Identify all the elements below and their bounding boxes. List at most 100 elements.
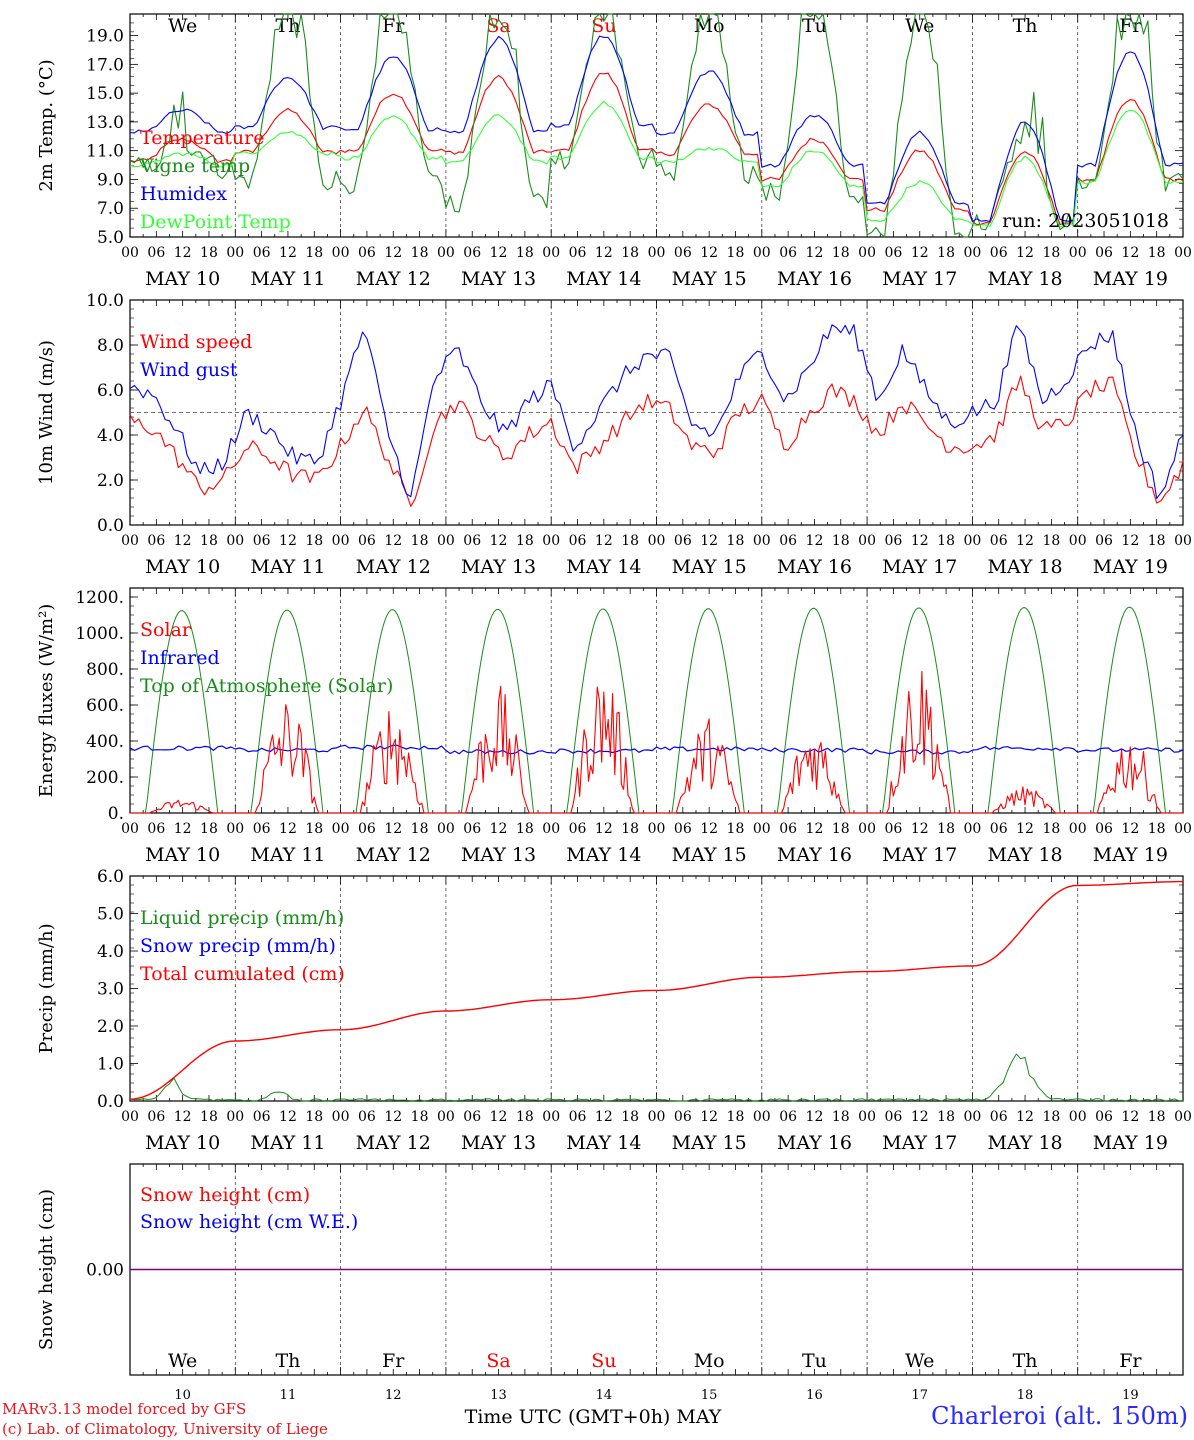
hour-tick-label: 18 <box>621 533 639 549</box>
y-axis-label-4: Snow height (cm) <box>36 1189 57 1350</box>
hour-tick-label: 12 <box>384 245 402 261</box>
y-axis-label-3: Precip (mm/h) <box>36 923 57 1053</box>
legend-3-0: Liquid precip (mm/h) <box>140 907 344 929</box>
weekday-label: We <box>905 1350 934 1372</box>
y-tick-label: 0.00 <box>86 1261 124 1281</box>
date-label: MAY 14 <box>566 268 641 290</box>
hour-tick-label: 00 <box>1174 533 1192 549</box>
date-label: MAY 15 <box>672 844 747 866</box>
hour-tick-label: 06 <box>885 821 903 837</box>
hour-tick-label: 18 <box>305 1109 323 1125</box>
legend-4-1: Snow height (cm W.E.) <box>140 1211 358 1233</box>
hour-tick-label: 18 <box>305 821 323 837</box>
legend-3-1: Snow precip (mm/h) <box>140 935 336 957</box>
date-label: MAY 11 <box>250 844 325 866</box>
hour-tick-label: 18 <box>1042 533 1060 549</box>
weekday-label: We <box>168 1350 197 1372</box>
hour-tick-label: 00 <box>226 533 244 549</box>
date-label: MAY 14 <box>566 1132 641 1154</box>
hour-tick-label: 00 <box>542 1109 560 1125</box>
time-axis-title: Time UTC (GMT+0h) MAY <box>465 1406 722 1428</box>
hour-tick-label: 18 <box>832 1109 850 1125</box>
hour-tick-label: 00 <box>753 821 771 837</box>
hour-tick-label: 12 <box>806 245 824 261</box>
hour-tick-label: 18 <box>1042 245 1060 261</box>
hour-tick-label: 06 <box>674 245 692 261</box>
y-tick-label: 0.0 <box>97 1092 124 1112</box>
date-label: MAY 16 <box>777 268 852 290</box>
date-label: MAY 18 <box>987 556 1062 578</box>
hour-tick-label: 00 <box>121 245 139 261</box>
hour-tick-label: 18 <box>832 533 850 549</box>
hour-tick-label: 12 <box>806 533 824 549</box>
day-number-label: 13 <box>490 1388 507 1403</box>
hour-tick-label: 00 <box>753 533 771 549</box>
legend-1-0: Wind speed <box>140 331 252 353</box>
hour-tick-label: 18 <box>727 821 745 837</box>
hour-tick-label: 12 <box>279 245 297 261</box>
date-label: MAY 14 <box>566 844 641 866</box>
legend-0-2: Humidex <box>140 183 227 205</box>
date-label: MAY 11 <box>250 556 325 578</box>
date-label: MAY 19 <box>1093 1132 1168 1154</box>
hour-tick-label: 06 <box>779 821 797 837</box>
y-axis-label-0: 2m Temp. (°C) <box>36 59 57 191</box>
series-line-liquid <box>129 1053 1184 1102</box>
weekday-label: Th <box>275 1350 300 1372</box>
hour-tick-label: 18 <box>1042 821 1060 837</box>
hour-tick-label: 00 <box>437 533 455 549</box>
date-label: MAY 10 <box>145 556 220 578</box>
hour-tick-label: 06 <box>885 533 903 549</box>
hour-tick-label: 12 <box>174 245 192 261</box>
series-line-wind-0 <box>129 375 1184 507</box>
date-label: MAY 13 <box>461 556 536 578</box>
series-line-temp-3 <box>129 100 1184 228</box>
hour-tick-label: 18 <box>411 245 429 261</box>
hour-tick-label: 12 <box>1121 533 1139 549</box>
hour-tick-label: 18 <box>1148 245 1166 261</box>
hour-tick-label: 00 <box>648 245 666 261</box>
hour-tick-label: 18 <box>305 533 323 549</box>
day-number-label: 16 <box>806 1388 823 1403</box>
hour-tick-label: 00 <box>648 1109 666 1125</box>
y-axis-label-2: Energy fluxes (W/m²) <box>36 604 57 798</box>
hour-tick-label: 00 <box>1174 245 1192 261</box>
y-tick-label: 15.0 <box>86 84 124 104</box>
hour-tick-label: 18 <box>516 1109 534 1125</box>
hour-tick-label: 12 <box>595 245 613 261</box>
weekday-label: We <box>168 15 197 37</box>
weekday-label: Su <box>591 1350 616 1372</box>
hour-tick-label: 00 <box>1174 1109 1192 1125</box>
hour-tick-label: 00 <box>332 821 350 837</box>
hour-tick-label: 00 <box>858 821 876 837</box>
date-label: MAY 16 <box>777 844 852 866</box>
hour-tick-label: 00 <box>963 1109 981 1125</box>
weekday-label: Mo <box>694 15 725 37</box>
hour-tick-label: 12 <box>1016 533 1034 549</box>
y-tick-label: 3.0 <box>97 980 124 1000</box>
hour-tick-label: 00 <box>753 1109 771 1125</box>
hour-tick-label: 00 <box>437 1109 455 1125</box>
hour-tick-label: 18 <box>727 533 745 549</box>
hour-tick-label: 00 <box>226 821 244 837</box>
weekday-label: Th <box>1013 15 1038 37</box>
y-tick-label: 1.0 <box>97 1055 124 1075</box>
hour-tick-label: 00 <box>542 533 560 549</box>
legend-2-0: Solar <box>140 619 192 641</box>
hour-tick-label: 18 <box>1148 533 1166 549</box>
hour-tick-label: 12 <box>174 821 192 837</box>
date-label: MAY 16 <box>777 1132 852 1154</box>
weekday-label: Mo <box>694 1350 725 1372</box>
hour-tick-label: 18 <box>832 245 850 261</box>
date-label: MAY 18 <box>987 268 1062 290</box>
date-label: MAY 12 <box>356 556 431 578</box>
hour-tick-label: 00 <box>963 245 981 261</box>
hour-tick-label: 12 <box>279 533 297 549</box>
hour-tick-label: 18 <box>621 821 639 837</box>
station-name: Charleroi (alt. 150m) <box>931 1402 1188 1430</box>
date-label: MAY 10 <box>145 268 220 290</box>
hour-tick-label: 06 <box>1095 821 1113 837</box>
y-tick-label: 7.0 <box>97 199 124 219</box>
hour-tick-label: 12 <box>911 245 929 261</box>
date-label: MAY 19 <box>1093 556 1168 578</box>
